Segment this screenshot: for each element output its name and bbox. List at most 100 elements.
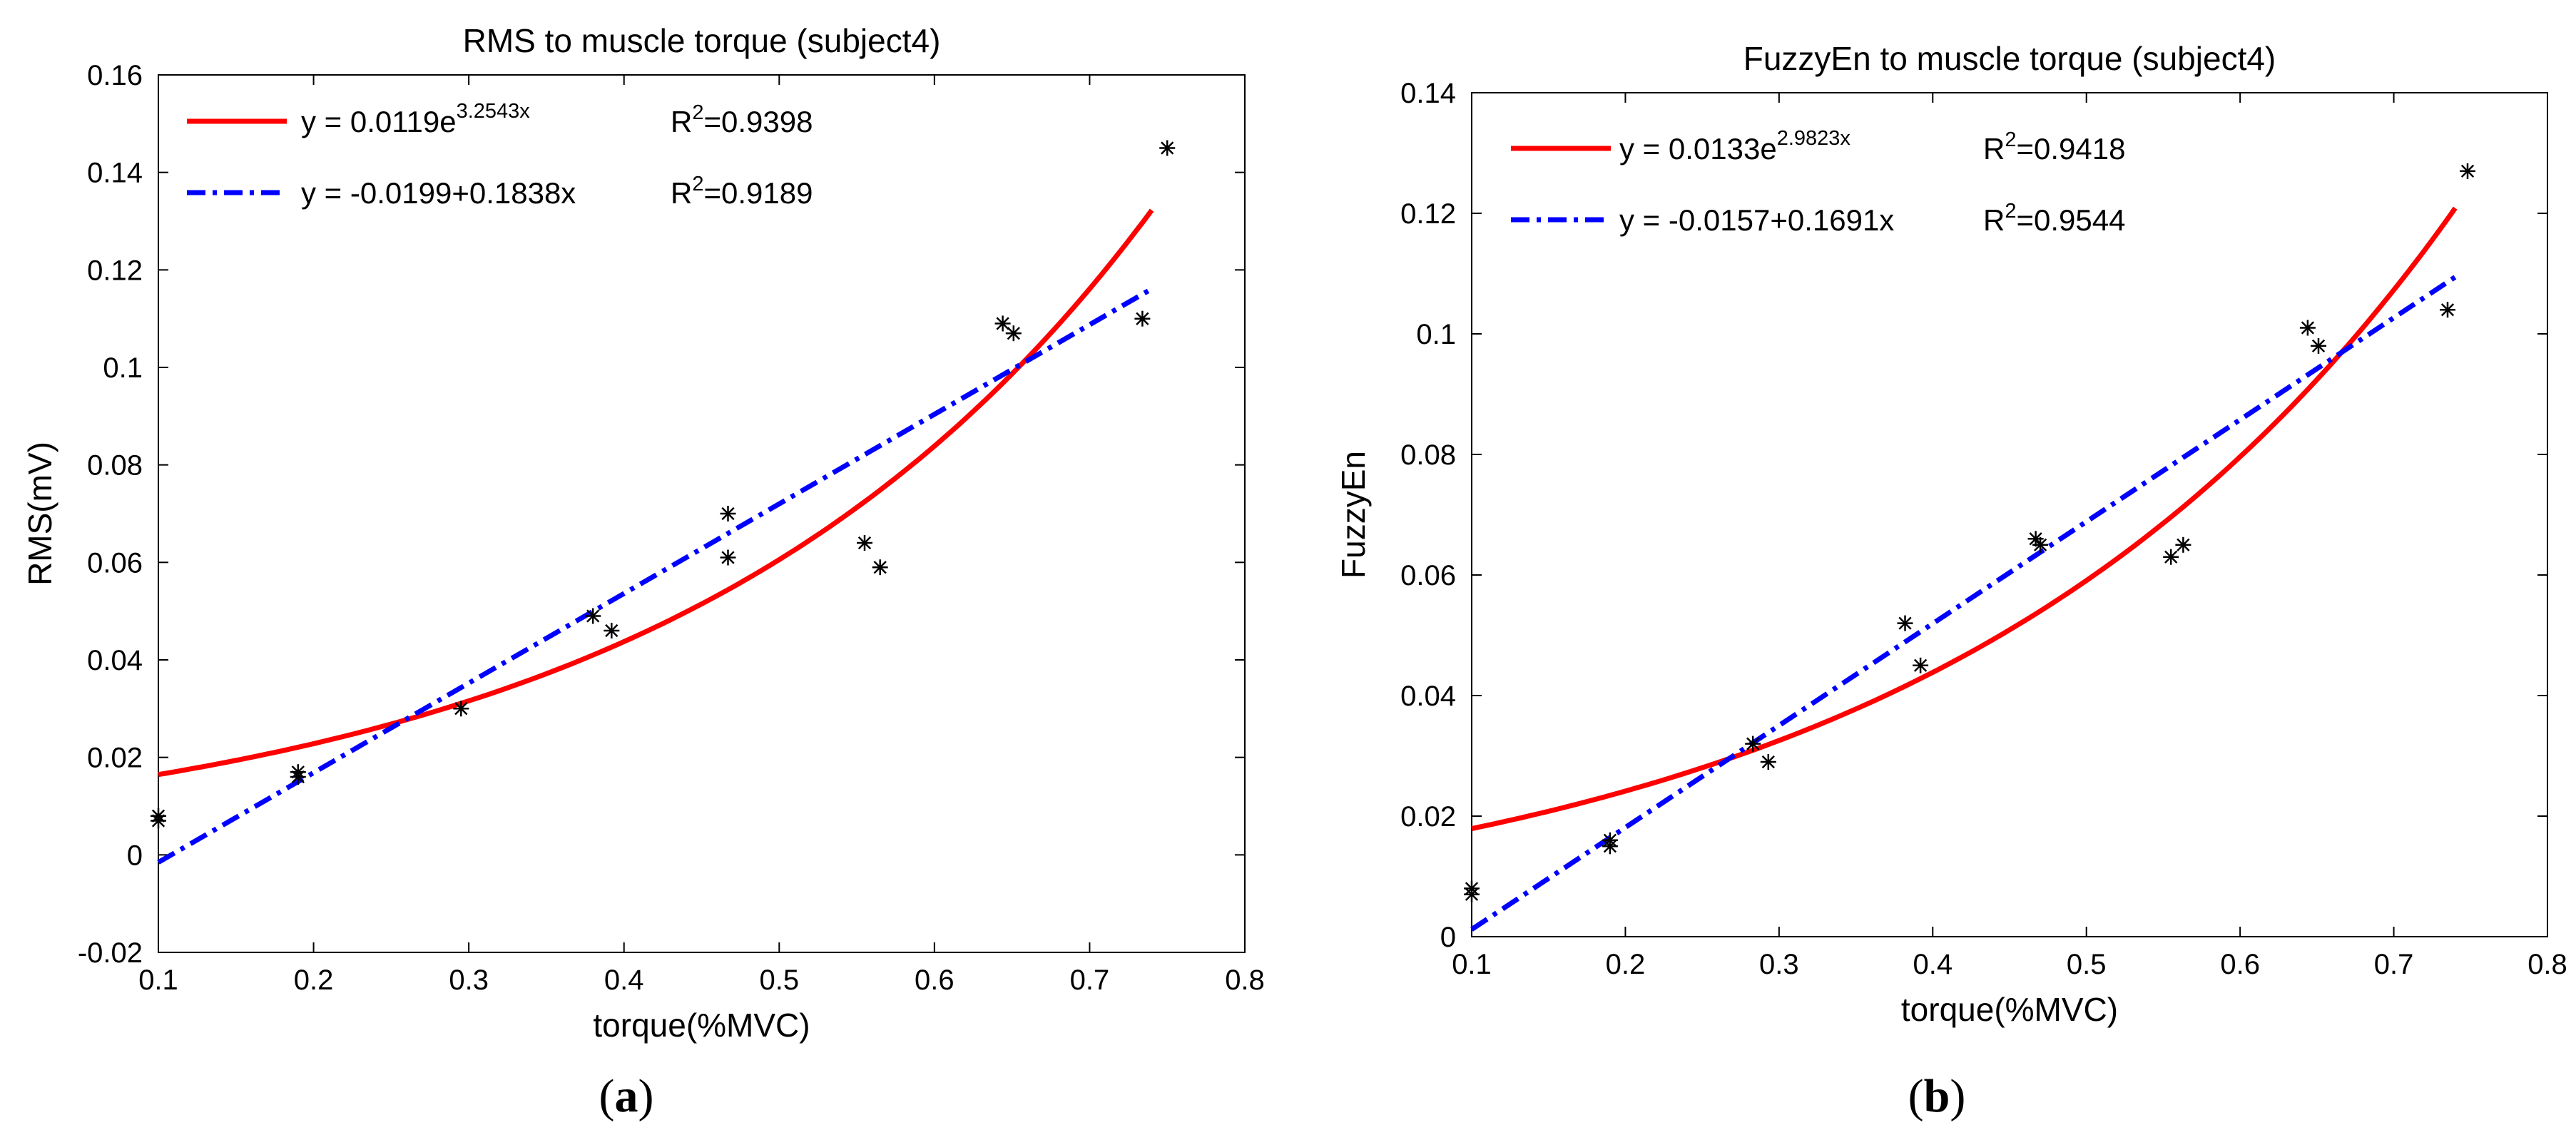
legend-r2-superscript: 2	[692, 173, 703, 195]
panel-label-a: (a)	[599, 1070, 654, 1122]
x-tick-label: 0.7	[2374, 949, 2414, 980]
data-point	[2163, 549, 2179, 565]
panel-label-b: (b)	[1908, 1070, 1966, 1122]
legend-equation: y = -0.0199+0.1838x	[301, 176, 576, 210]
panel-label-letter: a	[615, 1070, 638, 1122]
chart-panel-b: FuzzyEn to muscle torque (subject4) 0.1 0.…	[1335, 40, 2567, 1028]
x-axis-label: torque(%MVC)	[1901, 991, 2118, 1028]
legend-entry-exp: y = 0.0119e3.2543x R2=0.9398	[187, 100, 813, 138]
legend-r2-prefix: R	[671, 176, 692, 210]
legend-entry-lin: y = -0.0199+0.1838x R2=0.9189	[187, 173, 813, 210]
data-point-stroke	[1603, 840, 1617, 853]
data-point-stroke	[996, 317, 1009, 330]
chart-title: RMS to muscle torque (subject4)	[463, 22, 941, 59]
y-axis-label: RMS(mV)	[21, 442, 58, 586]
exponential-fit-line	[1471, 206, 2458, 832]
data-point-stroke	[1465, 887, 1479, 901]
y-tick-label: 0.08	[1400, 439, 1456, 471]
y-tick-label: 0.06	[87, 547, 143, 579]
data-point-stroke	[291, 770, 305, 784]
data-point-stroke	[586, 609, 600, 623]
legend-r2-value: =0.9418	[2016, 132, 2125, 166]
y-tick-label: 0.04	[87, 645, 143, 676]
exponential-fit-line	[158, 208, 1154, 778]
legend-entry-lin: y = -0.0157+0.1691x R2=0.9544	[1511, 200, 2125, 237]
data-point	[453, 701, 469, 717]
data-point	[994, 315, 1011, 332]
data-point	[290, 769, 306, 785]
data-point-stroke	[2164, 550, 2178, 564]
data-point-stroke	[605, 624, 618, 638]
legend-equation-base: y = -0.0199+0.1838x	[301, 176, 576, 210]
x-tick-label: 0.5	[759, 965, 799, 996]
data-point	[2460, 163, 2475, 179]
x-tick-label: 0.1	[138, 965, 178, 996]
data-point	[1760, 754, 1776, 770]
legend-r2-superscript: 2	[692, 101, 703, 124]
legend-entry-exp: y = 0.0133e2.9823x R2=0.9418	[1511, 127, 2125, 166]
data-point	[2311, 337, 2326, 354]
data-point	[720, 549, 736, 566]
data-point-stroke	[2033, 538, 2047, 551]
legend-r2-value: =0.9398	[703, 105, 813, 138]
legend-r2: R2=0.9544	[1983, 200, 2125, 237]
data-point	[1464, 886, 1480, 902]
legend-r2-prefix: R	[1983, 132, 2005, 166]
panel-label-paren: )	[638, 1070, 654, 1122]
y-tick-label: 0.12	[87, 255, 143, 286]
legend-equation: y = 0.0133e2.9823x	[1619, 127, 1850, 166]
y-tick-label: 0.12	[1400, 198, 1456, 230]
legend-equation-exponent: 3.2543x	[457, 100, 531, 123]
data-point-stroke	[2440, 303, 2455, 317]
x-tick-label: 0.3	[449, 965, 489, 996]
data-point	[872, 559, 888, 576]
data-point	[604, 623, 620, 638]
linear-fit-line	[157, 286, 1154, 865]
x-tick-label: 0.3	[1759, 949, 1799, 980]
y-tick-label: 0.04	[1400, 681, 1456, 712]
data-point	[2440, 302, 2455, 318]
legend-r2: R2=0.9418	[1983, 128, 2125, 166]
legend-equation-base: y = 0.0133e	[1619, 132, 1777, 166]
x-tick-label: 0.4	[604, 965, 644, 996]
data-point	[1602, 838, 1618, 855]
data-point-stroke	[2301, 321, 2315, 335]
legend-r2-value: =0.9189	[703, 176, 813, 210]
panel-label-paren: (	[599, 1070, 615, 1122]
y-tick-label: 0.1	[1416, 319, 1456, 350]
data-point-stroke	[1007, 327, 1020, 340]
data-point-stroke	[1761, 755, 1775, 769]
y-tick-label: 0.08	[87, 450, 143, 482]
data-point-stroke	[151, 814, 166, 828]
y-tick-label: 0.1	[103, 352, 143, 384]
legend-r2: R2=0.9189	[671, 173, 813, 210]
chart-title: FuzzyEn to muscle torque (subject4)	[1743, 40, 2276, 77]
y-tick-label: 0.14	[87, 158, 143, 189]
legend-equation-base: y = -0.0157+0.1691x	[1619, 203, 1894, 237]
data-point-stroke	[454, 702, 468, 716]
plot-frame	[1471, 92, 2548, 937]
data-point-stroke	[721, 507, 735, 521]
legend-r2-prefix: R	[671, 105, 692, 138]
y-tick-label: 0.06	[1400, 560, 1456, 591]
data-point	[1897, 615, 1913, 631]
data-point	[2299, 320, 2316, 336]
panel-label-paren: )	[1950, 1070, 1965, 1122]
legend-equation-base: y = 0.0119e	[301, 105, 457, 138]
data-point	[1134, 310, 1151, 327]
y-tick-label: -0.02	[78, 937, 143, 969]
y-tick-label: 0.02	[1400, 801, 1456, 833]
data-point-stroke	[2460, 164, 2475, 178]
data-point-stroke	[857, 536, 872, 550]
legend-r2-superscript: 2	[2005, 128, 2016, 151]
x-tick-label: 0.7	[1070, 965, 1110, 996]
x-tick-label: 0.2	[294, 965, 334, 996]
x-tick-label: 0.1	[1452, 949, 1492, 980]
data-point	[720, 506, 736, 521]
data-point-stroke	[721, 551, 735, 564]
data-point-stroke	[873, 561, 887, 574]
y-tick-label: 0	[127, 840, 143, 871]
legend-equation: y = 0.0119e3.2543x	[301, 100, 530, 138]
linear-fit-line	[1470, 275, 2457, 932]
